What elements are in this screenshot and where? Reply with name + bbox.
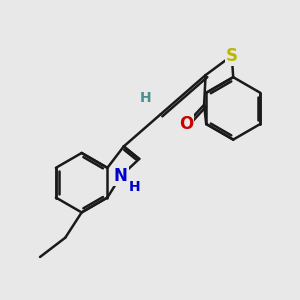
Text: S: S (226, 47, 238, 65)
Text: O: O (179, 115, 194, 133)
Text: N: N (114, 167, 128, 185)
Text: H: H (128, 180, 140, 194)
Text: H: H (140, 91, 152, 105)
